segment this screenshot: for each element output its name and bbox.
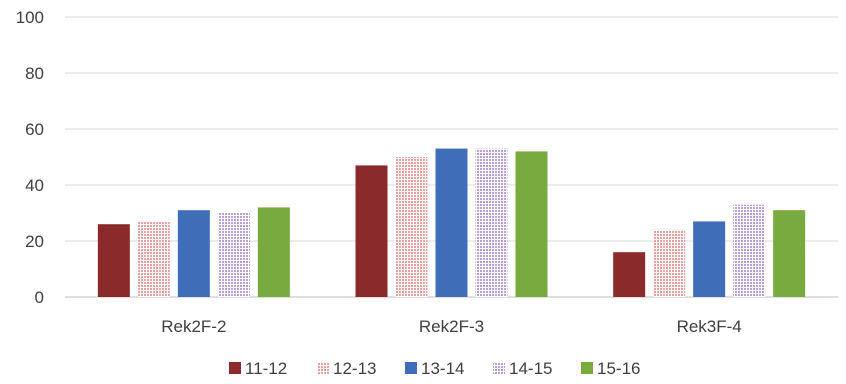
bar-13-14-Rek3F-4: [693, 221, 726, 297]
bar-13-14-Rek2F-3: [435, 148, 468, 297]
bar-12-13-Rek2F-3: [395, 157, 428, 297]
bars: [97, 148, 806, 297]
x-category-label: Rek2F-3: [419, 317, 484, 336]
legend-swatch-14-15: [493, 362, 505, 374]
y-tick-label: 80: [25, 64, 44, 83]
bar-12-13-Rek3F-4: [653, 229, 686, 297]
y-tick-label: 0: [35, 288, 44, 307]
bar-15-16-Rek2F-3: [515, 151, 548, 297]
bar-12-13-Rek2F-2: [137, 221, 170, 297]
legend-label: 13-14: [421, 359, 464, 378]
x-category-label: Rek3F-4: [677, 317, 742, 336]
legend-label: 14-15: [509, 359, 552, 378]
legend-swatch-11-12: [229, 362, 241, 374]
legend: 11-12 12-13 13-14 14-15 15-16: [229, 359, 640, 378]
bar-15-16-Rek2F-2: [257, 207, 290, 297]
x-category-label: Rek2F-2: [161, 317, 226, 336]
y-tick-label: 40: [25, 176, 44, 195]
bar-13-14-Rek2F-2: [177, 210, 210, 297]
y-tick-label: 100: [16, 8, 44, 27]
y-tick-label: 60: [25, 120, 44, 139]
bar-14-15-Rek3F-4: [733, 204, 766, 297]
x-axis-categories: Rek2F-2 Rek2F-3 Rek3F-4: [161, 317, 742, 336]
legend-swatch-13-14: [405, 362, 417, 374]
bar-11-12-Rek2F-3: [355, 165, 388, 297]
y-axis-ticks: 0 20 40 60 80 100: [16, 8, 44, 307]
legend-label: 12-13: [333, 359, 376, 378]
bar-11-12-Rek3F-4: [613, 252, 646, 297]
bar-15-16-Rek3F-4: [773, 210, 806, 297]
bar-14-15-Rek2F-3: [475, 148, 508, 297]
bar-14-15-Rek2F-2: [217, 213, 250, 297]
legend-label: 11-12: [245, 359, 287, 378]
legend-label: 15-16: [597, 359, 640, 378]
bar-11-12-Rek2F-2: [97, 224, 130, 297]
legend-swatch-15-16: [581, 362, 593, 374]
legend-swatch-12-13: [317, 362, 329, 374]
y-tick-label: 20: [25, 232, 44, 251]
